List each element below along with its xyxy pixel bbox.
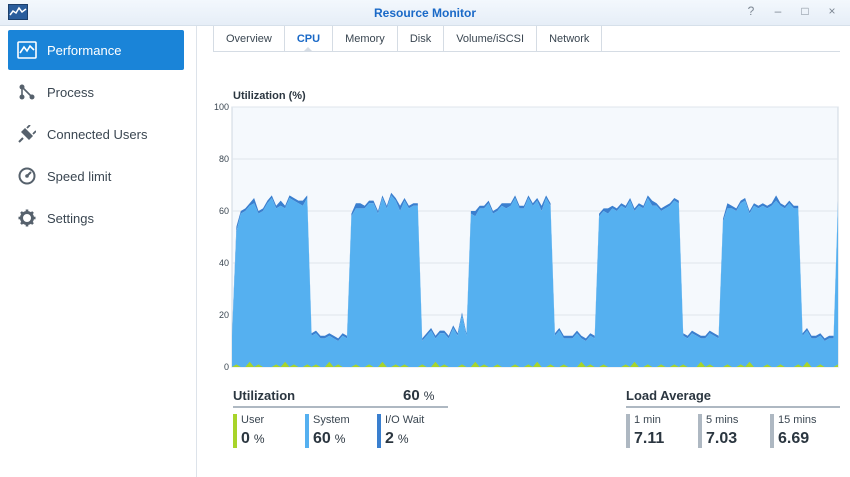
tab-cpu[interactable]: CPU xyxy=(284,26,334,52)
sidebar-item-label: Process xyxy=(47,84,94,100)
resource-monitor-app-icon xyxy=(8,4,28,20)
sidebar-item-label: Performance xyxy=(47,42,122,58)
stat-name: User xyxy=(241,414,265,426)
tab-disk[interactable]: Disk xyxy=(398,26,445,51)
y-tick-label: 20 xyxy=(219,310,229,320)
load-average-label: Load Average xyxy=(626,388,712,403)
y-tick-label: 80 xyxy=(219,154,229,164)
stat-color-bar xyxy=(305,414,309,448)
stat-value: 7.11 xyxy=(634,430,665,447)
stat-name: 15 mins xyxy=(778,414,817,426)
chart-icon xyxy=(16,39,38,61)
stat-load-15min: 15 mins 6.69 xyxy=(770,414,817,448)
series-user-area xyxy=(232,361,838,367)
load-average-header: Load Average xyxy=(626,387,840,408)
help-icon[interactable]: ? xyxy=(747,4,755,18)
stat-user: User 0% xyxy=(233,414,265,448)
stat-load-5min: 5 mins 7.03 xyxy=(698,414,738,448)
stat-name: 5 mins xyxy=(706,414,739,426)
window-title: Resource Monitor xyxy=(373,6,476,20)
y-tick-label: 40 xyxy=(219,258,229,268)
y-tick-label: 0 xyxy=(224,362,229,372)
sidebar-item-label: Speed limit xyxy=(47,168,112,184)
utilization-total: 60% xyxy=(403,387,435,404)
stat-name: I/O Wait xyxy=(385,414,425,426)
stat-value: 2% xyxy=(385,430,409,447)
process-icon xyxy=(16,81,38,103)
sidebar-item-performance[interactable]: Performance xyxy=(8,30,184,70)
speedometer-icon xyxy=(16,165,38,187)
gear-icon xyxy=(16,207,38,229)
chart-title: Utilization (%) xyxy=(233,90,306,102)
stat-system: System 60% xyxy=(305,414,350,448)
close-icon[interactable]: × xyxy=(828,4,836,18)
sidebar-item-label: Settings xyxy=(47,210,94,226)
sidebar-item-label: Connected Users xyxy=(47,126,148,142)
stat-value: 60% xyxy=(313,430,346,447)
stat-name: 1 min xyxy=(634,414,661,426)
maximize-icon[interactable]: □ xyxy=(801,4,809,18)
stat-color-bar xyxy=(698,414,702,448)
stat-value: 6.69 xyxy=(778,430,810,447)
plug-icon xyxy=(16,123,38,145)
stat-value: 7.03 xyxy=(706,430,738,447)
stat-load-1min: 1 min 7.11 xyxy=(626,414,664,448)
stat-name: System xyxy=(313,414,350,426)
stat-color-bar xyxy=(233,414,237,448)
stat-color-bar xyxy=(770,414,774,448)
stat-color-bar xyxy=(626,414,630,448)
tab-network[interactable]: Network xyxy=(537,26,603,51)
tab-bar: Overview CPU Memory Disk Volume/iSCSI Ne… xyxy=(213,26,840,52)
utilization-header: Utilization 60% xyxy=(233,387,448,408)
sidebar: Performance Process Connected Users Spee… xyxy=(0,26,197,477)
sidebar-item-process[interactable]: Process xyxy=(8,72,184,112)
minimize-icon[interactable]: – xyxy=(774,4,782,18)
tab-volume-iscsi[interactable]: Volume/iSCSI xyxy=(444,26,538,51)
sidebar-item-connected-users[interactable]: Connected Users xyxy=(8,114,184,154)
sidebar-item-speed-limit[interactable]: Speed limit xyxy=(8,156,184,196)
stat-value: 0% xyxy=(241,430,265,447)
y-tick-label: 60 xyxy=(219,206,229,216)
cpu-utilization-chart: 0 20 40 60 80 100 xyxy=(214,102,839,372)
tab-memory[interactable]: Memory xyxy=(333,26,398,51)
tab-overview[interactable]: Overview xyxy=(213,26,285,51)
stat-io-wait: I/O Wait 2% xyxy=(377,414,424,448)
y-tick-label: 100 xyxy=(214,102,229,112)
series-system-area xyxy=(232,195,838,367)
utilization-label: Utilization xyxy=(233,388,296,403)
stat-color-bar xyxy=(377,414,381,448)
sidebar-item-settings[interactable]: Settings xyxy=(8,198,184,238)
title-bar: Resource Monitor ? – □ × xyxy=(0,0,850,26)
